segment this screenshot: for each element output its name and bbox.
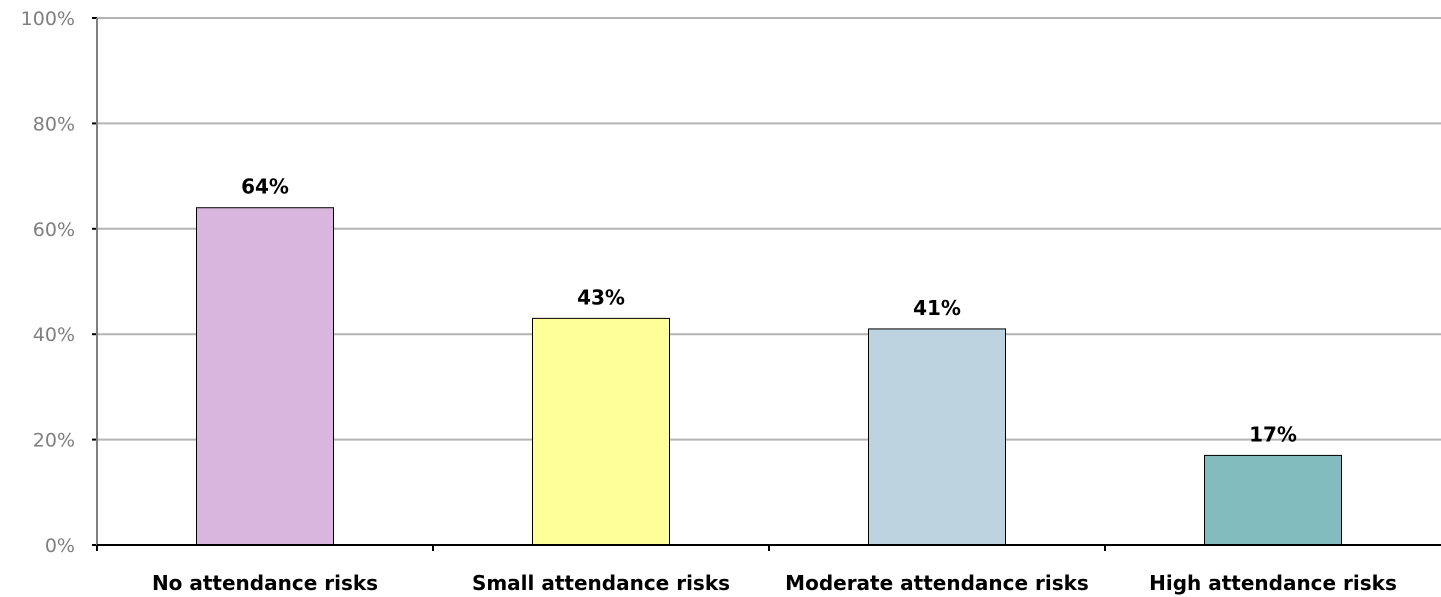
y-tick-label: 40% <box>33 324 75 346</box>
value-label: 41% <box>913 296 961 320</box>
axes <box>92 17 1441 551</box>
labels: 0% 20% 40% 60% 80% 100% 64% No attendance risks… <box>21 8 1397 595</box>
bar-4 <box>1204 454 1342 546</box>
value-label: 43% <box>577 285 625 309</box>
category-label: Small attendance risks <box>472 571 730 595</box>
y-tick-label: 100% <box>21 8 75 30</box>
category-label: No attendance risks <box>152 571 378 595</box>
category-label: Moderate attendance risks <box>785 571 1089 595</box>
bars <box>196 207 1342 546</box>
value-label: 64% <box>241 175 289 199</box>
bar-3 <box>868 328 1006 546</box>
bar-1 <box>196 207 334 546</box>
value-label: 17% <box>1249 422 1297 446</box>
y-tick-label: 20% <box>33 430 75 452</box>
y-tick-label: 60% <box>33 219 75 241</box>
y-tick-label: 0% <box>45 535 75 557</box>
y-tick-label: 80% <box>33 113 75 135</box>
bar-2 <box>532 317 670 546</box>
category-label: High attendance risks <box>1149 571 1397 595</box>
